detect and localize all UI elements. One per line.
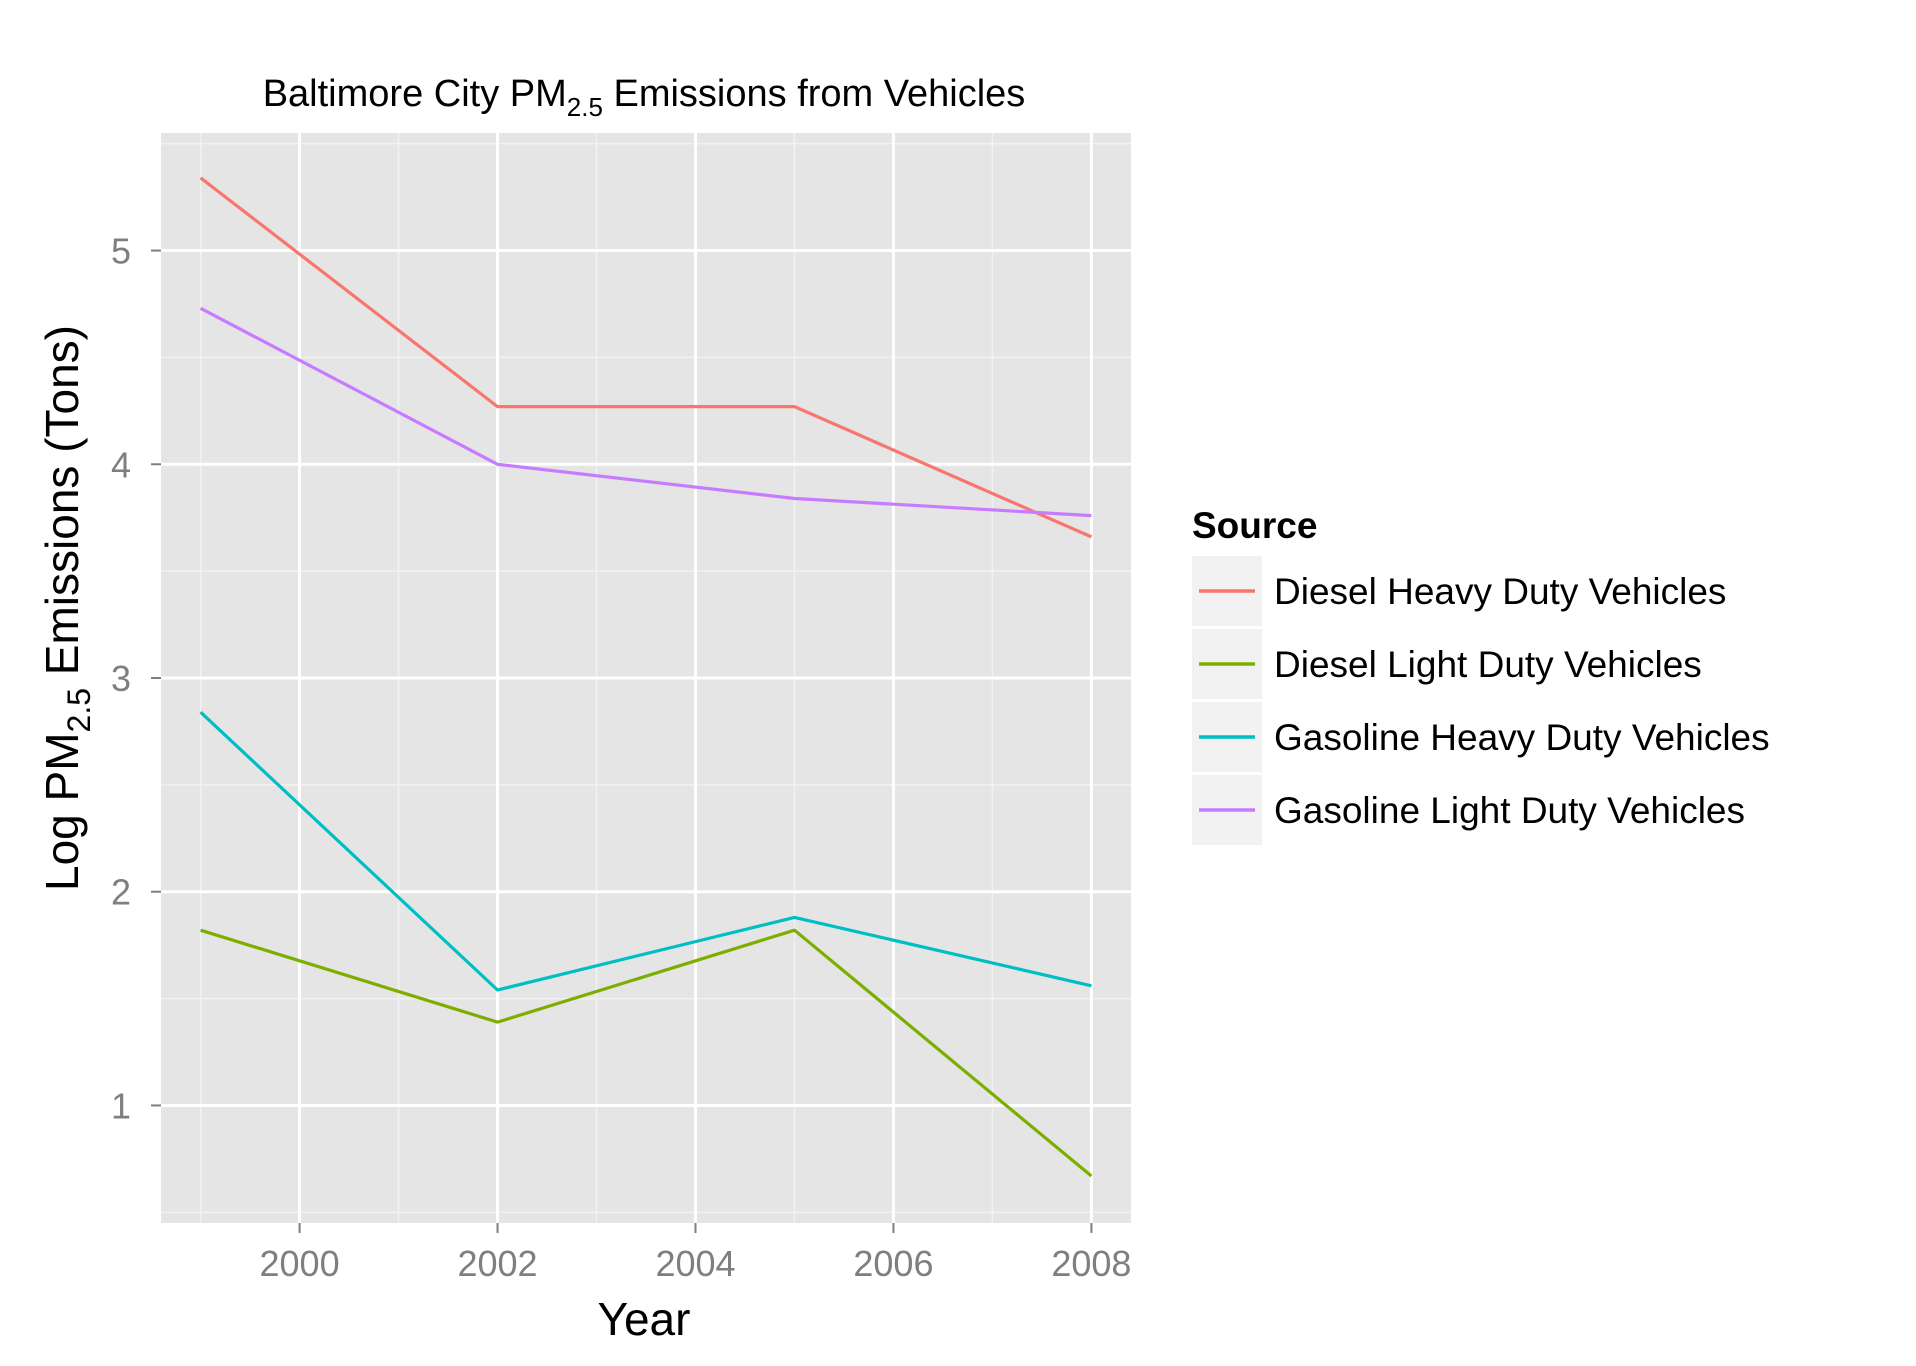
x-tick-label-3: 2006 bbox=[853, 1243, 933, 1284]
y-axis-title: Log PM2.5 Emissions (Tons) bbox=[36, 325, 97, 891]
series-line-1 bbox=[200, 928, 1093, 1178]
legend: Source Diesel Heavy Duty Vehicles Diesel … bbox=[1192, 505, 1770, 845]
legend-label-3: Gasoline Light Duty Vehicles bbox=[1274, 790, 1745, 831]
x-axis: 2000 2002 2004 2006 2008 bbox=[260, 1223, 1131, 1284]
legend-label-1: Diesel Light Duty Vehicles bbox=[1274, 644, 1702, 685]
series-line-3 bbox=[199, 306, 1092, 518]
plot-panel bbox=[161, 133, 1131, 1223]
series-lines bbox=[199, 176, 1093, 1178]
chart-title: Baltimore City PM2.5 Emissions from Vehi… bbox=[263, 73, 1026, 122]
x-tick-label-1: 2002 bbox=[457, 1243, 537, 1284]
y-axis-title-prefix: Log PM bbox=[36, 732, 88, 891]
y-axis-title-subscript: 2.5 bbox=[61, 688, 97, 732]
x-tick-label-0: 2000 bbox=[260, 1243, 340, 1284]
chart-title-suffix: Emissions from Vehicles bbox=[603, 73, 1025, 115]
y-tick-label-0: 1 bbox=[111, 1085, 131, 1126]
y-axis-title-suffix: Emissions (Tons) bbox=[36, 325, 88, 688]
y-tick-label-2: 3 bbox=[111, 658, 131, 699]
legend-label-2: Gasoline Heavy Duty Vehicles bbox=[1274, 717, 1770, 758]
x-tick-label-2: 2004 bbox=[655, 1243, 735, 1284]
y-tick-label-3: 4 bbox=[111, 444, 131, 485]
chart-title-prefix: Baltimore City PM bbox=[263, 73, 567, 115]
legend-label-0: Diesel Heavy Duty Vehicles bbox=[1274, 571, 1726, 612]
series-line-2 bbox=[199, 711, 1092, 992]
chart-title-subscript: 2.5 bbox=[567, 92, 603, 122]
y-tick-label-4: 5 bbox=[111, 231, 131, 272]
legend-title: Source bbox=[1192, 505, 1317, 546]
x-tick-label-4: 2008 bbox=[1051, 1243, 1131, 1284]
y-axis: 1 2 3 4 5 bbox=[111, 231, 161, 1126]
grid-major bbox=[161, 133, 1131, 1223]
x-axis-title: Year bbox=[598, 1293, 691, 1345]
y-tick-label-1: 2 bbox=[111, 872, 131, 913]
series-line-0 bbox=[199, 176, 1093, 539]
